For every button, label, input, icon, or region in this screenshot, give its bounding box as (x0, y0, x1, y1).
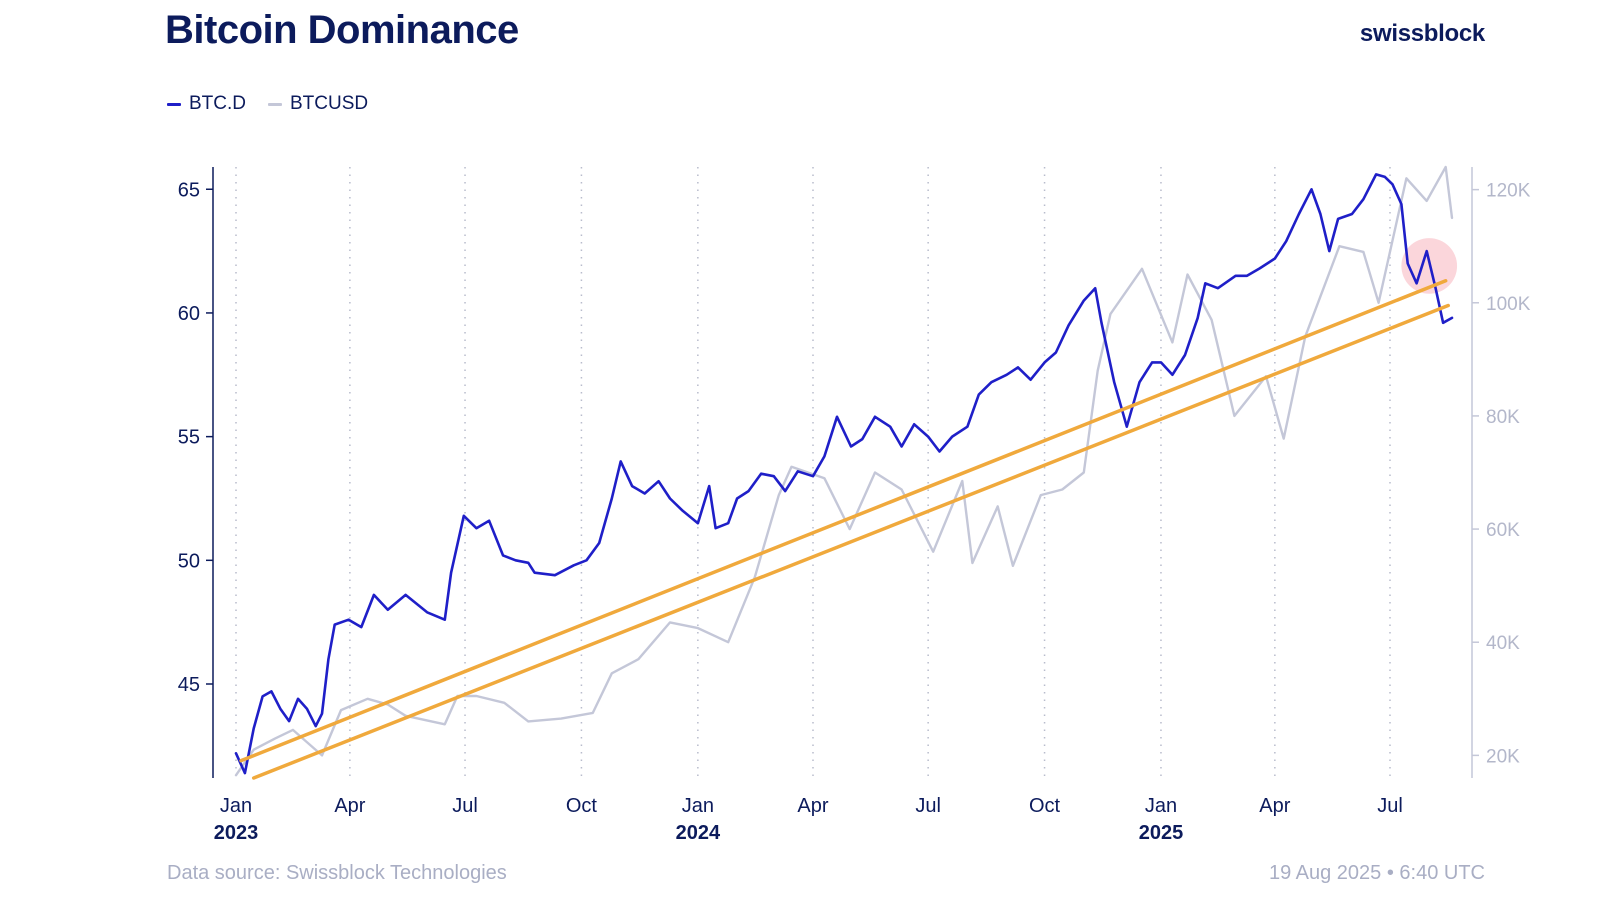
trend-line-upper (239, 279, 1448, 763)
right-tick-label-2: 60K (1486, 520, 1520, 541)
x-axis-ticks: Jan Apr Jul Oct Jan Apr Jul Oct Jan Apr Jul 2023 202… (214, 795, 1403, 844)
x-tick-label-9: Apr (1259, 795, 1290, 817)
brand-logo: swissblock (1359, 20, 1485, 47)
left-tick-label-2: 55 (178, 427, 200, 449)
trend-line-lower (251, 303, 1450, 780)
left-tick-label-1: 50 (178, 550, 200, 572)
left-tick-label-4: 65 (178, 179, 200, 201)
series-line-btcusd (234, 165, 1454, 777)
legend-label-btcusd: BTCUSD (290, 93, 369, 114)
x-tick-label-0: Jan (220, 795, 252, 817)
legend-entry-btcusd[interactable]: BTCUSD (268, 93, 368, 115)
x-year-label-2: 2025 (1139, 822, 1184, 844)
legend-label-btcd: BTC.D (189, 93, 246, 114)
x-tick-label-6: Jul (915, 795, 941, 817)
timestamp: 19 Aug 2025 • 6:40 UTC (1268, 862, 1485, 884)
right-tick-label-4: 100K (1486, 294, 1531, 315)
x-tick-label-8: Jan (1145, 795, 1177, 817)
x-tick-label-5: Apr (797, 795, 828, 817)
right-tick-label-5: 120K (1486, 181, 1531, 202)
chart-legend: BTC.D BTCUSD (167, 93, 368, 115)
gridlines (235, 167, 1391, 778)
x-tick-label-3: Oct (566, 795, 598, 817)
legend-swatch-btcd (167, 102, 181, 106)
chart-title: Bitcoin Dominance (165, 8, 519, 52)
legend-entry-btcd[interactable]: BTC.D (167, 93, 246, 115)
x-tick-label-7: Oct (1029, 795, 1061, 817)
x-year-label-0: 2023 (214, 822, 259, 844)
x-tick-label-1: Apr (334, 795, 365, 817)
right-tick-label-0: 20K (1486, 746, 1520, 767)
left-tick-label-3: 60 (178, 303, 200, 325)
x-tick-label-2: Jul (452, 795, 478, 817)
series-line-btc-d (234, 173, 1454, 775)
right-tick-label-1: 40K (1486, 633, 1520, 654)
right-tick-label-3: 80K (1486, 407, 1520, 428)
x-year-label-1: 2024 (676, 822, 721, 844)
data-source: Data source: Swissblock Technologies (167, 862, 507, 884)
series-layer (234, 165, 1454, 777)
left-tick-label-0: 45 (178, 674, 200, 696)
annotation-layer (239, 279, 1450, 780)
legend-swatch-btcusd (268, 102, 282, 106)
x-tick-label-4: Jan (682, 795, 714, 817)
x-tick-label-10: Jul (1377, 795, 1403, 817)
right-axis-ticks: 20K 40K 60K 80K 100K 120K (1472, 181, 1531, 767)
left-axis-ticks: 45 50 55 60 65 (178, 179, 213, 696)
